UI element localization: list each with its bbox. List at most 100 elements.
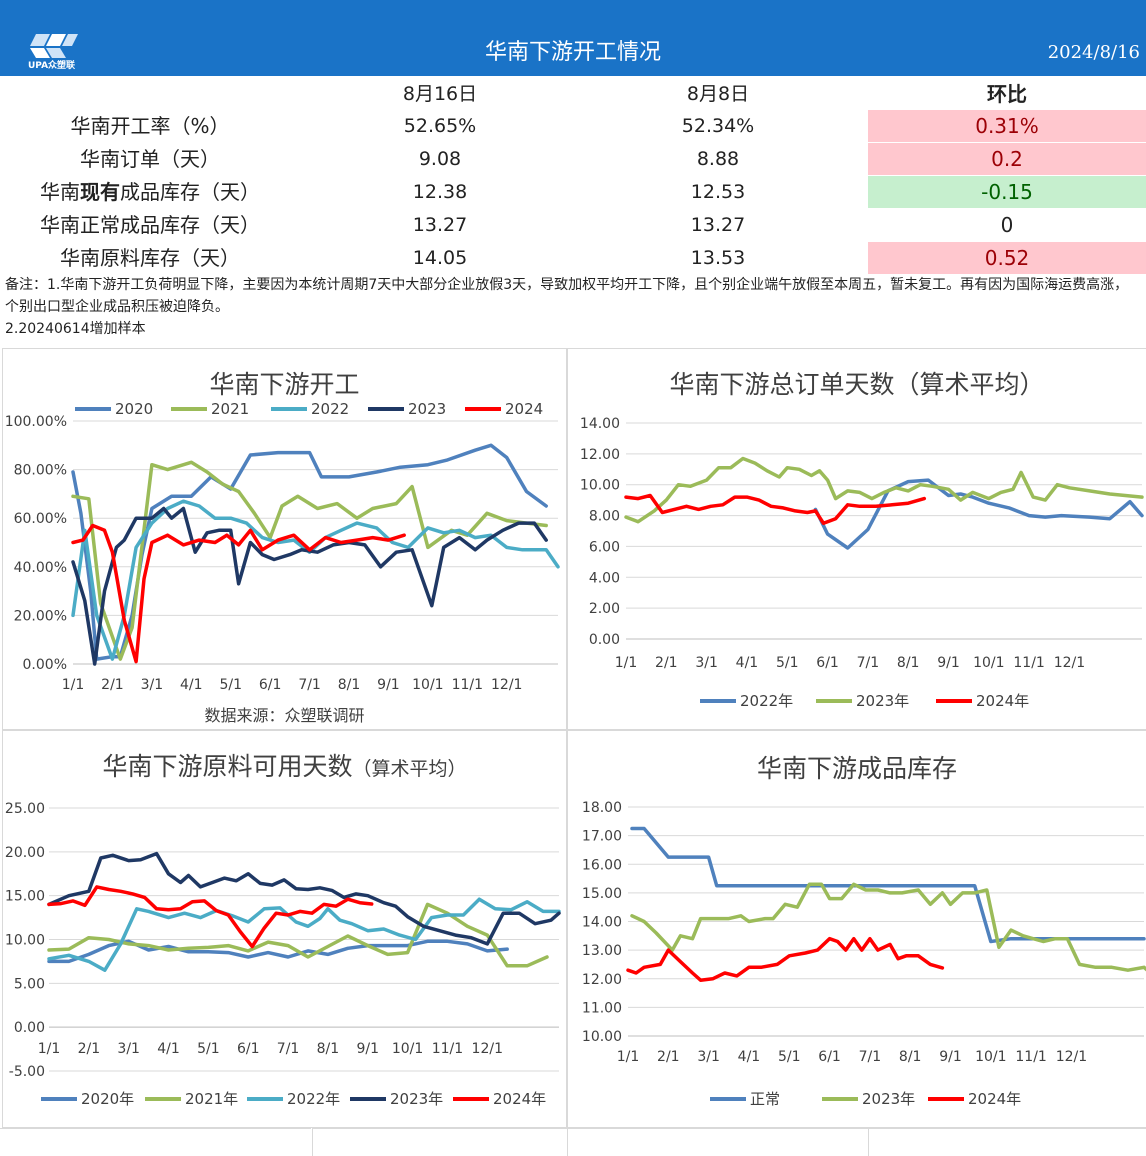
x-tick-label: 5/1 bbox=[776, 655, 799, 671]
x-tick-label: 4/1 bbox=[180, 677, 203, 693]
x-tick-label: 11/1 bbox=[432, 1041, 463, 1057]
chart-title-main: 华南下游原料可用天数 bbox=[102, 752, 353, 781]
x-tick-label: 8/1 bbox=[338, 677, 361, 693]
x-tick-label: 5/1 bbox=[197, 1041, 220, 1057]
y-tick-label: 12.00 bbox=[582, 972, 622, 988]
y-tick-label: 100.00% bbox=[5, 414, 67, 430]
col-header-change: 环比 bbox=[987, 82, 1027, 106]
x-tick-label: 2/1 bbox=[101, 677, 124, 693]
footer-cell bbox=[567, 1128, 868, 1156]
notes: 备注：1.华南下游开工负荷明显下降，主要因为本统计周期7天中大部分企业放假3天，… bbox=[5, 274, 1141, 340]
x-tick-label: 2/1 bbox=[657, 1049, 680, 1065]
chart-title: 华南下游原料可用天数（算术平均） bbox=[3, 747, 566, 783]
x-tick-label: 11/1 bbox=[1015, 1049, 1046, 1065]
series-line bbox=[71, 499, 560, 661]
x-tick-label: 12/1 bbox=[1054, 655, 1085, 671]
y-tick-label: 20.00 bbox=[5, 845, 45, 861]
x-tick-label: 10/1 bbox=[975, 1049, 1006, 1065]
legend-label: 正常 bbox=[750, 1090, 780, 1108]
y-tick-label: 10.00 bbox=[5, 933, 45, 949]
x-tick-label: 12/1 bbox=[1056, 1049, 1087, 1065]
row-value-previous: 8.88 bbox=[696, 148, 740, 170]
series-line bbox=[630, 882, 1146, 972]
row-value-current: 14.05 bbox=[412, 247, 468, 269]
row-change-up: 0.52 bbox=[868, 242, 1146, 274]
x-tick-label: 10/1 bbox=[392, 1041, 423, 1057]
y-tick-label: 18.00 bbox=[582, 800, 622, 816]
x-tick-label: 7/1 bbox=[857, 655, 880, 671]
y-tick-label: 6.00 bbox=[589, 539, 620, 555]
y-tick-label: 17.00 bbox=[582, 829, 622, 845]
chart-yuanliao: 25.00 20.00 15.00 10.00 5.00 0.00 -5.00 1/1 2/1 3… bbox=[5, 801, 561, 1108]
y-tick-label: 20.00% bbox=[14, 608, 67, 624]
row-label: 华南现有成品库存（天） bbox=[0, 176, 300, 209]
row-value-current: 52.65% bbox=[403, 115, 477, 137]
series-line bbox=[624, 456, 1144, 524]
chart-panel-kaigong: 华南下游开工 100.00% 80.00% 60.00% 40.00% 20.00% 0.… bbox=[2, 348, 567, 730]
chart-panel-yuanliao: 华南下游原料可用天数（算术平均） 25.00 20.00 15.00 10.00 5.0… bbox=[2, 730, 567, 1128]
row-label: 华南原料库存（天） bbox=[60, 246, 240, 270]
report-title: 华南下游开工情况 bbox=[484, 40, 661, 65]
row-value-previous: 12.53 bbox=[690, 181, 746, 203]
note-line: 备注：1.华南下游开工负荷明显下降，主要因为本统计周期7天中大部分企业放假3天，… bbox=[5, 277, 1129, 315]
row-label: 华南开工率（%） bbox=[70, 114, 230, 138]
series-line bbox=[47, 851, 561, 946]
chart-dingdan: 14.00 12.00 10.00 8.00 6.00 4.00 2.00 0.00 1/1 2/… bbox=[580, 416, 1144, 710]
svg-text:UPA众塑联: UPA众塑联 bbox=[28, 59, 76, 70]
x-tick-label: 6/1 bbox=[237, 1041, 260, 1057]
footer-cell bbox=[868, 1128, 1146, 1156]
legend-label: 2022年 bbox=[740, 692, 793, 710]
legend-label: 2022年 bbox=[287, 1090, 340, 1108]
x-tick-label: 3/1 bbox=[697, 1049, 720, 1065]
series-line bbox=[47, 897, 561, 972]
legend-label: 2020 bbox=[115, 400, 153, 418]
row-label: 华南正常成品库存（天） bbox=[40, 213, 260, 237]
x-tick-label: 5/1 bbox=[778, 1049, 801, 1065]
x-tick-label: 3/1 bbox=[141, 677, 164, 693]
row-change-down: -0.15 bbox=[868, 176, 1146, 208]
y-tick-label: -5.00 bbox=[9, 1064, 45, 1080]
series-line bbox=[71, 460, 548, 661]
chart-panel-chengpin: 华南下游成品库存 18.00 17.00 16.00 15.00 14.00 13.00 1… bbox=[567, 730, 1146, 1128]
legend-label: 2023年 bbox=[390, 1090, 443, 1108]
row-value-previous: 13.53 bbox=[690, 247, 746, 269]
x-tick-label: 11/1 bbox=[452, 677, 483, 693]
x-tick-label: 6/1 bbox=[818, 1049, 841, 1065]
x-tick-label: 8/1 bbox=[897, 655, 920, 671]
legend-label: 2024年 bbox=[968, 1090, 1021, 1108]
chart-title-main: 华南下游总订单天数 bbox=[669, 370, 895, 399]
x-tick-label: 7/1 bbox=[859, 1049, 882, 1065]
series-line bbox=[813, 478, 1144, 550]
series-line bbox=[71, 523, 406, 664]
legend-label: 2021年 bbox=[185, 1090, 238, 1108]
row-change-flat: 0 bbox=[1000, 213, 1014, 237]
y-tick-label: 5.00 bbox=[14, 976, 45, 992]
legend-label: 2023 bbox=[408, 400, 446, 418]
y-tick-label: 0.00 bbox=[589, 632, 620, 648]
y-tick-label: 40.00% bbox=[14, 560, 67, 576]
y-tick-label: 15.00 bbox=[5, 889, 45, 905]
row-value-current: 13.27 bbox=[412, 214, 468, 236]
y-tick-label: 13.00 bbox=[582, 943, 622, 959]
x-tick-label: 1/1 bbox=[617, 1049, 640, 1065]
x-tick-label: 10/1 bbox=[412, 677, 443, 693]
row-change-up: 0.31% bbox=[868, 110, 1146, 142]
y-tick-label: 4.00 bbox=[589, 570, 620, 586]
y-tick-label: 8.00 bbox=[589, 509, 620, 525]
x-tick-label: 6/1 bbox=[259, 677, 282, 693]
col-header-previous: 8月8日 bbox=[686, 83, 750, 105]
x-tick-label: 11/1 bbox=[1013, 655, 1044, 671]
chart-chengpin: 18.00 17.00 16.00 15.00 14.00 13.00 12.00 11.00… bbox=[582, 800, 1146, 1108]
y-tick-label: 11.00 bbox=[582, 1000, 622, 1016]
chart-title-sub: （算术平均） bbox=[894, 370, 1045, 399]
table-row: 华南订单（天） 9.08 8.88 0.2 bbox=[0, 143, 1146, 176]
y-tick-label: 16.00 bbox=[582, 857, 622, 873]
x-tick-label: 7/1 bbox=[298, 677, 321, 693]
y-tick-label: 2.00 bbox=[589, 601, 620, 617]
y-tick-label: 14.00 bbox=[580, 416, 620, 432]
y-tick-label: 15.00 bbox=[582, 886, 622, 902]
x-tick-label: 1/1 bbox=[615, 655, 638, 671]
footer-cell bbox=[312, 1128, 567, 1156]
chart-title: 华南下游总订单天数（算术平均） bbox=[568, 365, 1146, 401]
x-tick-label: 7/1 bbox=[277, 1041, 300, 1057]
